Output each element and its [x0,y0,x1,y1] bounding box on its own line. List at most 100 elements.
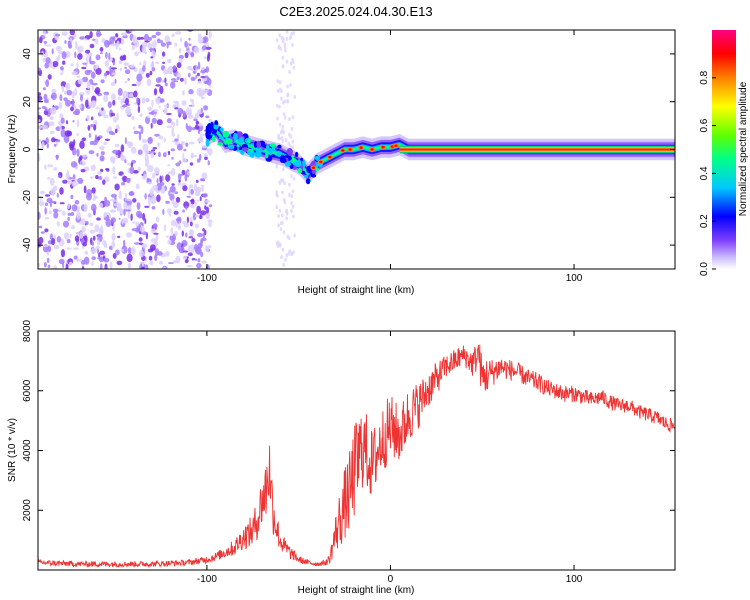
noise-speckle [88,132,91,138]
noise-speckle [76,133,79,137]
noise-speckle [138,237,143,242]
noise-speckle [71,180,78,187]
noise-speckle [96,152,99,157]
noise-speckle [152,184,158,191]
noise-speckle [67,216,70,222]
noise-speckle [69,261,73,266]
noise-speckle [64,130,71,137]
noise-speckle [202,89,209,94]
noise-speckle [126,141,130,146]
noise-speckle [132,198,137,203]
noise-speckle [60,129,66,138]
noise-speckle [288,249,292,254]
noise-speckle [285,30,289,34]
noise-speckle [281,190,284,195]
noise-speckle [189,162,194,166]
noise-speckle [111,43,117,47]
ridge-blob [297,159,302,167]
noise-speckle [178,54,184,60]
noise-speckle [291,145,295,150]
noise-speckle [200,96,205,100]
noise-speckle [152,147,158,150]
noise-speckle [155,61,160,64]
noise-speckle [50,187,56,196]
noise-speckle [49,116,54,120]
noise-speckle [184,52,189,59]
noise-speckle [103,91,110,96]
noise-speckle [176,62,182,69]
noise-speckle [99,47,104,52]
noise-speckle [174,107,179,110]
noise-speckle [90,123,94,128]
ridge-blob [266,144,270,151]
noise-speckle [202,193,208,198]
noise-speckle [174,138,179,142]
noise-speckle [151,67,156,72]
noise-speckle [70,194,74,200]
noise-speckle [199,178,205,182]
noise-speckle [85,49,91,54]
noise-speckle [80,162,83,165]
noise-speckle [197,61,201,70]
noise-speckle [52,61,59,68]
noise-speckle [89,43,95,49]
noise-speckle [72,120,75,123]
noise-speckle [55,45,62,52]
noise-speckle [103,72,108,77]
noise-speckle [152,172,156,179]
noise-speckle [197,128,201,135]
noise-speckle [195,187,201,195]
noise-speckle [147,43,153,50]
ridge-blob [311,169,316,175]
noise-speckle [108,130,114,135]
noise-speckle [100,79,105,84]
noise-speckle [58,174,61,178]
noise-speckle [98,176,103,180]
noise-speckle [104,200,111,207]
ridge-blob [286,148,293,156]
noise-speckle [149,188,154,197]
noise-speckle [195,179,199,183]
noise-speckle [284,138,288,143]
noise-speckle [278,104,281,109]
noise-speckle [59,187,64,195]
noise-speckle [293,95,297,99]
noise-speckle [80,169,86,173]
noise-speckle [154,254,158,262]
noise-speckle [200,240,203,248]
noise-speckle [74,88,78,96]
noise-speckle [44,164,47,171]
noise-speckle [163,137,166,143]
noise-speckle [51,88,57,93]
noise-speckle [119,67,123,72]
noise-speckle [94,134,98,143]
noise-speckle [104,39,110,48]
noise-speckle [90,247,97,254]
noise-speckle [43,109,49,116]
noise-speckle [63,220,69,228]
noise-speckle [63,134,70,143]
noise-speckle [49,130,55,135]
noise-speckle [291,139,295,144]
noise-speckle [133,90,138,98]
ridge-blob [310,173,317,178]
noise-speckle [131,83,137,87]
noise-speckle [166,208,172,215]
noise-speckle [45,57,51,64]
spectrogram-y-ticks: -40 -20 0 20 40 [22,48,675,252]
noise-speckle [74,178,78,181]
noise-speckle [73,255,78,260]
noise-speckle [172,104,177,108]
noise-speckle [53,211,59,219]
noise-speckle [130,162,133,168]
noise-speckle [281,55,285,60]
noise-speckle [82,62,87,65]
y-tick-label: 20 [22,96,33,108]
noise-speckle [110,93,117,101]
noise-speckle [118,217,121,220]
noise-speckle [184,40,188,48]
noise-speckle [200,76,207,79]
noise-speckle [278,87,282,92]
noise-speckle [131,228,138,232]
noise-speckle [147,106,153,111]
